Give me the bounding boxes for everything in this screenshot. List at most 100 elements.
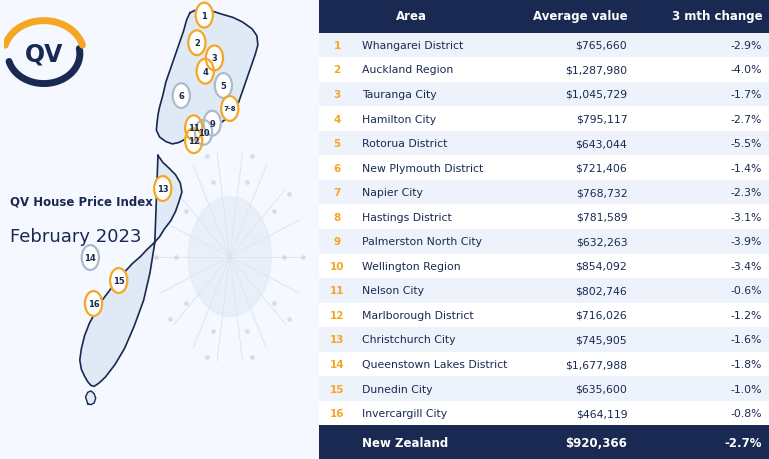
Text: 11: 11 bbox=[188, 124, 200, 133]
Text: -1.4%: -1.4% bbox=[731, 163, 762, 173]
Text: 15: 15 bbox=[113, 276, 125, 285]
Text: Whangarei District: Whangarei District bbox=[362, 41, 463, 51]
Text: -5.5%: -5.5% bbox=[731, 139, 762, 149]
Text: 2: 2 bbox=[194, 39, 200, 48]
Text: Nelson City: Nelson City bbox=[362, 286, 424, 296]
Text: 1: 1 bbox=[201, 11, 207, 21]
FancyBboxPatch shape bbox=[319, 376, 769, 401]
Text: $781,589: $781,589 bbox=[576, 212, 628, 222]
FancyBboxPatch shape bbox=[319, 279, 769, 303]
Text: 4: 4 bbox=[334, 114, 341, 124]
Text: 3 mth change: 3 mth change bbox=[671, 10, 762, 23]
Text: $745,905: $745,905 bbox=[575, 335, 628, 345]
Text: Rotorua District: Rotorua District bbox=[362, 139, 448, 149]
Text: 9: 9 bbox=[209, 119, 215, 129]
Text: 8: 8 bbox=[334, 212, 341, 222]
Circle shape bbox=[197, 60, 214, 84]
Text: Hamilton City: Hamilton City bbox=[362, 114, 436, 124]
Text: 7-8: 7-8 bbox=[224, 106, 236, 112]
FancyBboxPatch shape bbox=[319, 303, 769, 328]
Text: -3.9%: -3.9% bbox=[731, 237, 762, 247]
Text: $1,287,980: $1,287,980 bbox=[565, 65, 628, 75]
Text: Palmerston North City: Palmerston North City bbox=[362, 237, 482, 247]
Text: -2.3%: -2.3% bbox=[731, 188, 762, 198]
Text: 5: 5 bbox=[334, 139, 341, 149]
Text: $795,117: $795,117 bbox=[576, 114, 628, 124]
Text: -1.0%: -1.0% bbox=[731, 384, 762, 394]
Text: $768,732: $768,732 bbox=[576, 188, 628, 198]
FancyBboxPatch shape bbox=[319, 131, 769, 156]
Text: February 2023: February 2023 bbox=[9, 227, 141, 245]
Text: -1.8%: -1.8% bbox=[731, 359, 762, 369]
Text: $643,044: $643,044 bbox=[575, 139, 628, 149]
Text: 14: 14 bbox=[330, 359, 345, 369]
Text: $721,406: $721,406 bbox=[575, 163, 628, 173]
Text: -0.6%: -0.6% bbox=[731, 286, 762, 296]
Text: Christchurch City: Christchurch City bbox=[362, 335, 455, 345]
Text: 2: 2 bbox=[334, 65, 341, 75]
FancyBboxPatch shape bbox=[319, 156, 769, 180]
Text: $464,119: $464,119 bbox=[576, 408, 628, 418]
Text: $854,092: $854,092 bbox=[575, 261, 628, 271]
Circle shape bbox=[195, 121, 212, 146]
Text: 10: 10 bbox=[198, 129, 209, 138]
Text: 11: 11 bbox=[330, 286, 345, 296]
Polygon shape bbox=[85, 391, 95, 405]
Text: Auckland Region: Auckland Region bbox=[362, 65, 453, 75]
FancyBboxPatch shape bbox=[319, 107, 769, 131]
Text: $802,746: $802,746 bbox=[575, 286, 628, 296]
Text: Hastings District: Hastings District bbox=[362, 212, 451, 222]
FancyBboxPatch shape bbox=[319, 0, 769, 34]
Text: 14: 14 bbox=[85, 253, 96, 263]
Text: -0.8%: -0.8% bbox=[731, 408, 762, 418]
Text: New Plymouth District: New Plymouth District bbox=[362, 163, 483, 173]
Text: -2.7%: -2.7% bbox=[724, 436, 762, 449]
Text: Wellington Region: Wellington Region bbox=[362, 261, 461, 271]
Text: $920,366: $920,366 bbox=[565, 436, 628, 449]
Text: -3.1%: -3.1% bbox=[731, 212, 762, 222]
Text: QV: QV bbox=[25, 43, 63, 67]
Text: Average value: Average value bbox=[533, 10, 628, 23]
Text: $765,660: $765,660 bbox=[575, 41, 628, 51]
FancyBboxPatch shape bbox=[319, 352, 769, 376]
FancyBboxPatch shape bbox=[319, 230, 769, 254]
FancyBboxPatch shape bbox=[319, 83, 769, 107]
FancyBboxPatch shape bbox=[319, 34, 769, 58]
Text: $632,263: $632,263 bbox=[576, 237, 628, 247]
Text: $635,600: $635,600 bbox=[575, 384, 628, 394]
Circle shape bbox=[188, 197, 271, 317]
Text: -3.4%: -3.4% bbox=[731, 261, 762, 271]
Text: 16: 16 bbox=[330, 408, 345, 418]
Text: 6: 6 bbox=[178, 92, 185, 101]
Text: $1,045,729: $1,045,729 bbox=[565, 90, 628, 100]
Circle shape bbox=[185, 116, 202, 141]
FancyBboxPatch shape bbox=[319, 180, 769, 205]
Circle shape bbox=[110, 269, 128, 293]
Polygon shape bbox=[80, 156, 182, 386]
Circle shape bbox=[188, 31, 205, 56]
FancyBboxPatch shape bbox=[319, 58, 769, 83]
Text: 12: 12 bbox=[188, 137, 200, 146]
FancyBboxPatch shape bbox=[319, 254, 769, 279]
Text: 12: 12 bbox=[330, 310, 345, 320]
Text: 4: 4 bbox=[202, 67, 208, 77]
Text: Tauranga City: Tauranga City bbox=[362, 90, 437, 100]
FancyBboxPatch shape bbox=[319, 205, 769, 230]
Circle shape bbox=[204, 112, 221, 136]
Text: -1.2%: -1.2% bbox=[731, 310, 762, 320]
Text: -2.7%: -2.7% bbox=[731, 114, 762, 124]
Text: -2.9%: -2.9% bbox=[731, 41, 762, 51]
Text: 1: 1 bbox=[334, 41, 341, 51]
Circle shape bbox=[221, 97, 238, 122]
Circle shape bbox=[154, 177, 171, 202]
Text: Area: Area bbox=[395, 10, 427, 23]
Text: 9: 9 bbox=[334, 237, 341, 247]
Polygon shape bbox=[156, 10, 258, 145]
FancyBboxPatch shape bbox=[319, 401, 769, 425]
Text: Invercargill City: Invercargill City bbox=[362, 408, 447, 418]
Text: 3: 3 bbox=[211, 54, 218, 63]
Text: Dunedin City: Dunedin City bbox=[362, 384, 432, 394]
Circle shape bbox=[173, 84, 190, 109]
Text: -1.6%: -1.6% bbox=[731, 335, 762, 345]
Circle shape bbox=[206, 46, 223, 71]
